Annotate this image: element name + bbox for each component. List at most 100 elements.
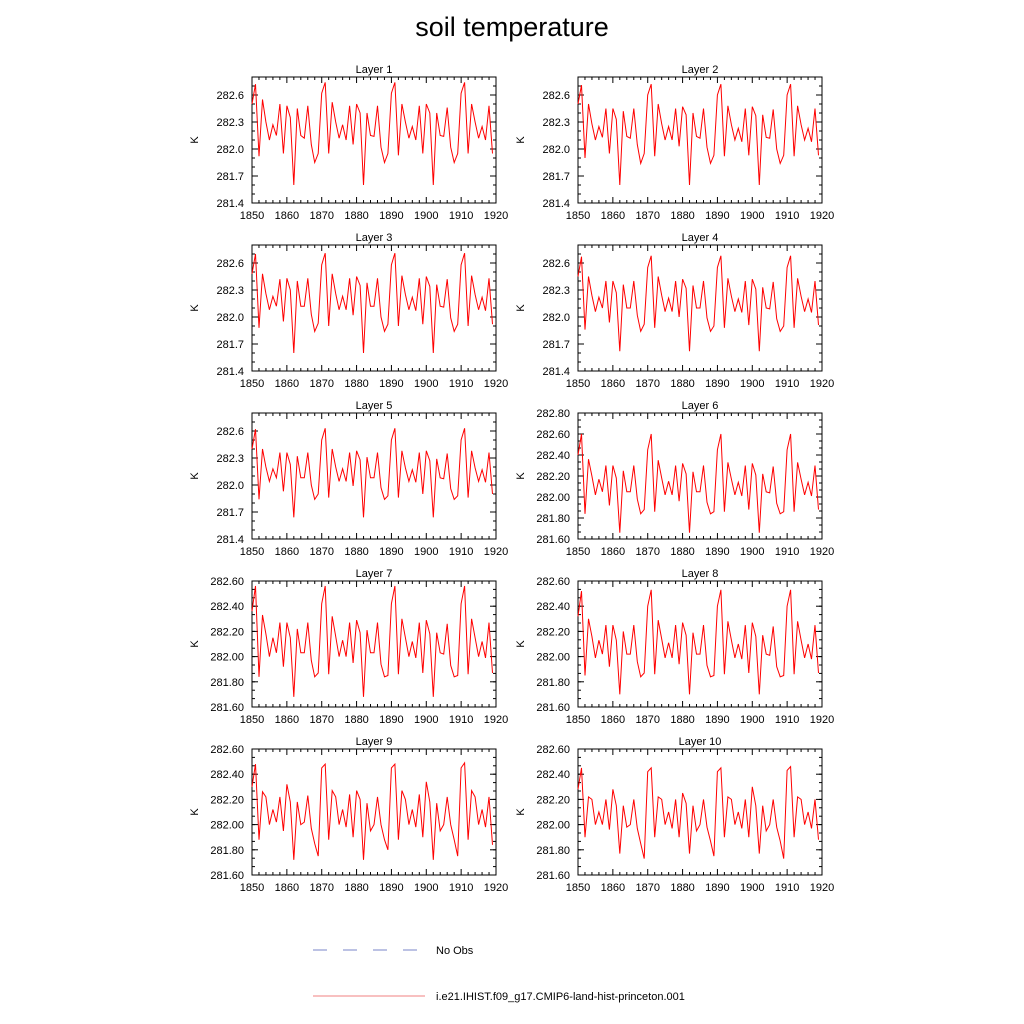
- panel-layer-9: Layer 9 K 1850 1860 1870 1880 1890 1900 1910 1920…: [189, 736, 508, 894]
- y-tick-label: 282.0: [216, 144, 244, 156]
- x-tick-label: 1900: [414, 210, 438, 222]
- x-tick-label: 1880: [670, 210, 694, 222]
- y-tick-label: 281.60: [536, 870, 570, 882]
- y-tick-label: 281.7: [216, 171, 244, 183]
- x-tick-label: 1900: [414, 378, 438, 390]
- x-tick-label: 1850: [566, 378, 590, 390]
- x-tick-label: 1880: [344, 378, 368, 390]
- panel-title: Layer 3: [356, 232, 393, 244]
- y-axis-label: K: [515, 136, 527, 144]
- y-tick-label: 282.0: [216, 312, 244, 324]
- x-tick-label: 1920: [484, 378, 508, 390]
- y-tick-label: 282.40: [536, 769, 570, 781]
- y-tick-label: 281.7: [542, 339, 570, 351]
- y-tick-label: 282.60: [536, 576, 570, 588]
- panel-title: Layer 8: [682, 568, 719, 580]
- series-line: [577, 589, 819, 695]
- x-tick-label: 1850: [240, 546, 264, 558]
- x-tick-label: 1890: [705, 882, 729, 894]
- x-tick-label: 1910: [775, 714, 799, 726]
- x-tick-label: 1910: [449, 714, 473, 726]
- panel-title: Layer 1: [356, 64, 393, 76]
- y-tick-label: 282.40: [210, 601, 244, 613]
- panel-layer-7: Layer 7 K 1850 1860 1870 1880 1890 1900 1910 1920…: [189, 568, 508, 726]
- y-tick-label: 282.3: [542, 285, 570, 297]
- series-line: [577, 765, 819, 859]
- y-axis-label: K: [515, 304, 527, 312]
- y-axis-label: K: [189, 808, 201, 816]
- x-tick-label: 1890: [705, 714, 729, 726]
- series-line: [251, 761, 493, 860]
- x-tick-label: 1860: [275, 882, 299, 894]
- x-tick-label: 1860: [601, 210, 625, 222]
- y-axis-label: K: [515, 640, 527, 648]
- x-tick-label: 1870: [309, 378, 333, 390]
- panel-frame: [577, 580, 823, 708]
- x-tick-label: 1900: [414, 546, 438, 558]
- panel-title: Layer 4: [682, 232, 719, 244]
- panel-layer-5: Layer 5 K 1850 1860 1870 1880 1890 1900 1910 1920…: [189, 400, 508, 558]
- panel-title: Layer 6: [682, 400, 719, 412]
- x-tick-label: 1900: [414, 882, 438, 894]
- panel-layer-3: Layer 3 K 1850 1860 1870 1880 1890 1900 1910 1920…: [189, 232, 508, 390]
- x-tick-label: 1870: [635, 546, 659, 558]
- y-tick-label: 282.00: [210, 820, 244, 832]
- x-tick-label: 1890: [379, 546, 403, 558]
- y-tick-label: 281.7: [216, 507, 244, 519]
- panel-frame: [251, 244, 497, 372]
- x-tick-label: 1880: [670, 378, 694, 390]
- panel-frame: [577, 76, 823, 204]
- y-tick-label: 281.7: [216, 339, 244, 351]
- y-tick-label: 282.20: [210, 794, 244, 806]
- y-tick-label: 282.60: [536, 429, 570, 441]
- y-tick-label: 281.80: [210, 677, 244, 689]
- y-tick-label: 282.0: [216, 480, 244, 492]
- series-line: [577, 433, 819, 533]
- y-axis-label: K: [515, 472, 527, 480]
- x-tick-label: 1870: [635, 210, 659, 222]
- y-tick-label: 282.40: [210, 769, 244, 781]
- y-tick-label: 281.60: [536, 702, 570, 714]
- x-tick-label: 1910: [775, 210, 799, 222]
- y-tick-label: 281.4: [542, 198, 570, 210]
- x-tick-label: 1870: [309, 882, 333, 894]
- x-tick-label: 1860: [275, 546, 299, 558]
- x-tick-label: 1900: [740, 378, 764, 390]
- x-tick-label: 1890: [705, 546, 729, 558]
- y-tick-label: 282.60: [536, 744, 570, 756]
- panel-frame: [251, 76, 497, 204]
- x-tick-label: 1850: [240, 378, 264, 390]
- x-tick-label: 1920: [484, 882, 508, 894]
- y-tick-label: 282.6: [542, 90, 570, 102]
- panel-layer-10: Layer 10 K 1850 1860 1870 1880 1890 1900 1910 192…: [515, 736, 834, 894]
- x-tick-label: 1870: [635, 714, 659, 726]
- y-tick-label: 281.4: [216, 198, 244, 210]
- x-tick-label: 1880: [344, 546, 368, 558]
- x-tick-label: 1880: [670, 882, 694, 894]
- panel-title: Layer 9: [356, 736, 393, 748]
- x-tick-label: 1880: [344, 714, 368, 726]
- x-tick-label: 1920: [484, 546, 508, 558]
- x-tick-label: 1860: [275, 378, 299, 390]
- series-line: [577, 255, 819, 352]
- y-tick-label: 281.80: [536, 513, 570, 525]
- panel-layer-2: Layer 2 K 1850 1860 1870 1880 1890 1900 1910 1920…: [515, 64, 834, 222]
- panel-title: Layer 10: [679, 736, 722, 748]
- y-tick-label: 281.4: [216, 534, 244, 546]
- x-tick-label: 1890: [379, 210, 403, 222]
- y-tick-label: 281.80: [210, 845, 244, 857]
- x-tick-label: 1860: [601, 546, 625, 558]
- x-tick-label: 1860: [601, 714, 625, 726]
- x-tick-label: 1920: [484, 210, 508, 222]
- y-tick-label: 282.3: [216, 117, 244, 129]
- series-line: [251, 82, 493, 186]
- x-tick-label: 1870: [635, 882, 659, 894]
- x-tick-label: 1860: [275, 714, 299, 726]
- x-tick-label: 1870: [309, 210, 333, 222]
- panel-layer-1: Layer 1 K 1850 1860 1870 1880 1890 1900 1910 1920…: [189, 64, 508, 222]
- y-axis-label: K: [189, 640, 201, 648]
- y-tick-label: 282.40: [536, 601, 570, 613]
- y-axis-label: K: [189, 472, 201, 480]
- y-tick-label: 281.7: [542, 171, 570, 183]
